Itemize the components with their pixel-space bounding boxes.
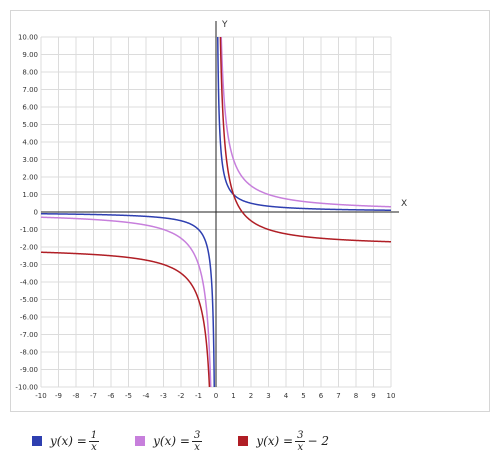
y-tick-label: -4.00 <box>20 279 38 287</box>
x-tick-label: 3 <box>266 392 270 400</box>
y-tick-label: 1.00 <box>22 191 38 199</box>
y-tick-label: -8.00 <box>20 349 38 357</box>
x-tick-label: -10 <box>35 392 46 400</box>
legend-swatch-1 <box>32 436 42 446</box>
denominator: x <box>297 441 304 453</box>
x-tick-label: 0 <box>214 392 218 400</box>
y-tick-label: -3.00 <box>20 261 38 269</box>
y-tick-label: 7.00 <box>22 86 38 94</box>
legend-swatch-2 <box>135 436 146 446</box>
x-tick-label: 7 <box>336 392 340 400</box>
curves <box>41 37 391 387</box>
legend-lhs: y(x) = <box>256 434 294 448</box>
x-tick-label: -5 <box>125 392 132 400</box>
series-3-branch-right <box>219 37 391 243</box>
legend-formula-3: y(x) = 3 x − 2 <box>256 430 329 453</box>
y-tick-label: -7.00 <box>20 331 38 339</box>
y-tick-label: 3.00 <box>22 156 38 164</box>
numerator: 3 <box>191 429 203 442</box>
chart-frame: -10 -9 -8 -7 -6 -5 -4 -3 -2 -1 0 1 2 3 4 5 6 7 8 9 10 10.00 9.… <box>10 10 490 412</box>
y-tick-label: -9.00 <box>20 366 38 374</box>
numerator: 1 <box>88 429 100 442</box>
function-graph: -10 -9 -8 -7 -6 -5 -4 -3 -2 -1 0 1 2 3 4 5 6 7 8 9 1010.009.… <box>15 20 407 401</box>
y-tick-label: 8.00 <box>22 69 38 77</box>
y-tick-label: 2.00 <box>22 174 38 182</box>
x-tick-label: -6 <box>108 392 116 400</box>
denominator: x <box>194 441 200 453</box>
y-tick-label: 6.00 <box>22 104 38 112</box>
numerator: 3 <box>295 429 306 442</box>
series-1-branch-left <box>41 213 215 387</box>
x-tick-label: 1 <box>231 392 235 400</box>
x-tick-label: -1 <box>195 392 202 400</box>
y-tick-label: 4.00 <box>22 139 38 147</box>
x-tick-label: -2 <box>178 392 185 400</box>
legend-swatch-3 <box>238 436 249 446</box>
x-tick-label: 8 <box>354 392 358 400</box>
y-tick-label: -1.00 <box>20 226 38 234</box>
y-axis-label: Y <box>221 20 228 30</box>
x-tick-label: -7 <box>90 392 97 400</box>
legend-lhs: y(x) = <box>153 434 190 448</box>
x-tick-label: 6 <box>319 392 324 400</box>
legend-formula-2: y(x) = 3 x <box>153 430 204 453</box>
fraction: 3 x <box>295 429 306 453</box>
series-1-branch-right <box>217 37 391 211</box>
x-axis-label: X <box>401 199 407 209</box>
legend-item-2: y(x) = 3 x <box>135 430 204 453</box>
y-tick-label: 5.00 <box>22 121 38 129</box>
x-tick-label: 9 <box>371 392 375 400</box>
series-2-branch-right <box>220 37 391 208</box>
legend-item-1: y(x) = 1 x <box>32 430 101 453</box>
x-tick-label: -8 <box>73 392 80 400</box>
tick-labels: -10 -9 -8 -7 -6 -5 -4 -3 -2 -1 0 1 2 3 4 5 6 7 8 9 1010.009.… <box>15 34 395 401</box>
x-tick-label: -9 <box>55 392 62 400</box>
x-tick-label: 10 <box>387 392 396 400</box>
y-tick-label: -2.00 <box>20 244 38 252</box>
axes <box>41 21 399 387</box>
y-tick-label: -5.00 <box>20 296 38 304</box>
x-tick-label: 5 <box>301 392 305 400</box>
y-tick-label: 10.00 <box>18 34 38 42</box>
fraction: 3 x <box>191 429 203 453</box>
legend-item-3: y(x) = 3 x − 2 <box>238 430 329 453</box>
x-tick-label: 4 <box>284 392 289 400</box>
series-2-branch-left <box>41 216 212 387</box>
legend-formula-1: y(x) = 1 x <box>50 430 101 453</box>
legend: y(x) = 1 x y(x) = 3 x y(x) = 3 x − 2 <box>32 430 329 453</box>
y-tick-label: 9.00 <box>22 51 38 59</box>
x-tick-label: -3 <box>160 392 167 400</box>
y-tick-label: -10.00 <box>15 384 38 392</box>
y-tick-label: 0 <box>34 209 38 217</box>
fraction: 1 x <box>88 429 100 453</box>
denominator: x <box>91 441 97 453</box>
y-tick-label: -6.00 <box>20 314 38 322</box>
legend-lhs: y(x) = <box>50 434 87 448</box>
legend-rest: − 2 <box>307 434 329 448</box>
series-3-branch-left <box>41 251 211 387</box>
x-tick-label: -4 <box>143 392 151 400</box>
x-tick-label: 2 <box>249 392 253 400</box>
